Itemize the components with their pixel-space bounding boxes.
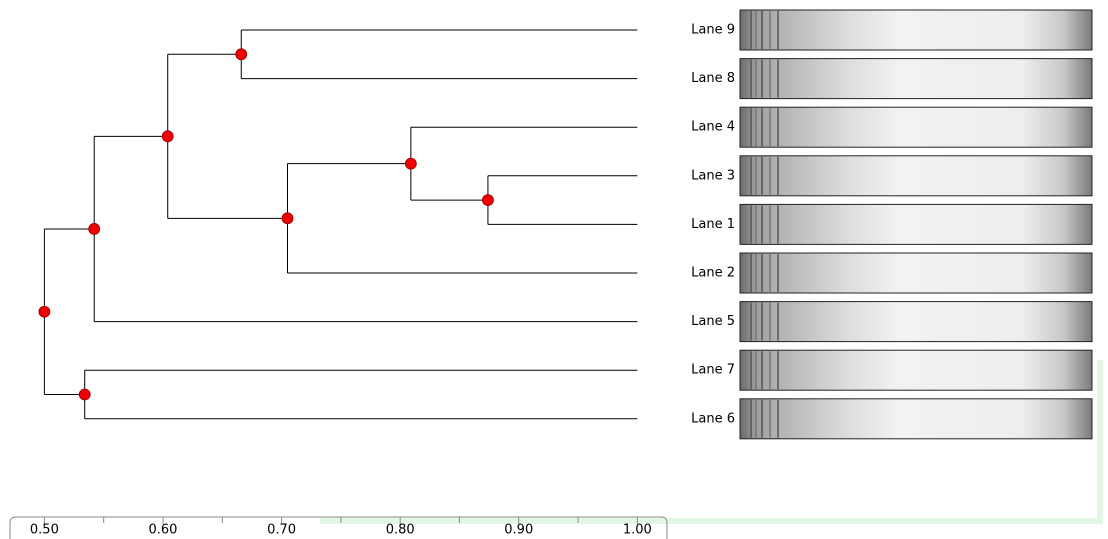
node-dot — [39, 306, 50, 317]
gel-lane — [740, 302, 1092, 342]
page: 0.50 0.60 0.70 0.80 0.90 1.00 Lane 9 Lane 8 Lane… — [0, 0, 1108, 539]
node-dot — [79, 389, 90, 400]
x-tick-label: 1.00 — [623, 523, 652, 538]
node-dot — [282, 213, 293, 224]
x-tick-label: 0.60 — [149, 523, 178, 538]
gel-lane — [740, 350, 1092, 390]
node-dot — [162, 131, 173, 142]
leaf-label: Lane 5 — [691, 314, 735, 329]
node-dot — [236, 49, 247, 60]
x-tick-label: 0.70 — [267, 523, 296, 538]
gel-lane — [740, 204, 1092, 244]
leaf-label: Lane 8 — [691, 71, 735, 86]
gel-lane — [740, 10, 1092, 50]
node-dot — [89, 223, 100, 234]
gel-lane — [740, 399, 1092, 439]
gel-lane — [740, 156, 1092, 196]
leaf-label: Lane 2 — [691, 266, 735, 281]
leaf-label: Lane 1 — [691, 217, 735, 232]
x-tick-label: 0.50 — [30, 523, 59, 538]
node-dot — [482, 195, 493, 206]
leaf-label: Lane 4 — [691, 120, 735, 135]
gel-lane — [740, 59, 1092, 99]
chart: 0.50 0.60 0.70 0.80 0.90 1.00 Lane 9 Lane 8 Lane… — [0, 0, 1108, 539]
x-tick-label: 0.80 — [386, 523, 415, 538]
leaf-label: Lane 6 — [691, 411, 735, 426]
leaf-label: Lane 3 — [691, 168, 735, 183]
leaf-label: Lane 9 — [691, 23, 735, 38]
x-tick-label: 0.90 — [504, 523, 533, 538]
gel-lane — [740, 253, 1092, 293]
node-dot — [405, 158, 416, 169]
gel-lane — [740, 107, 1092, 147]
leaf-label: Lane 7 — [691, 363, 735, 378]
